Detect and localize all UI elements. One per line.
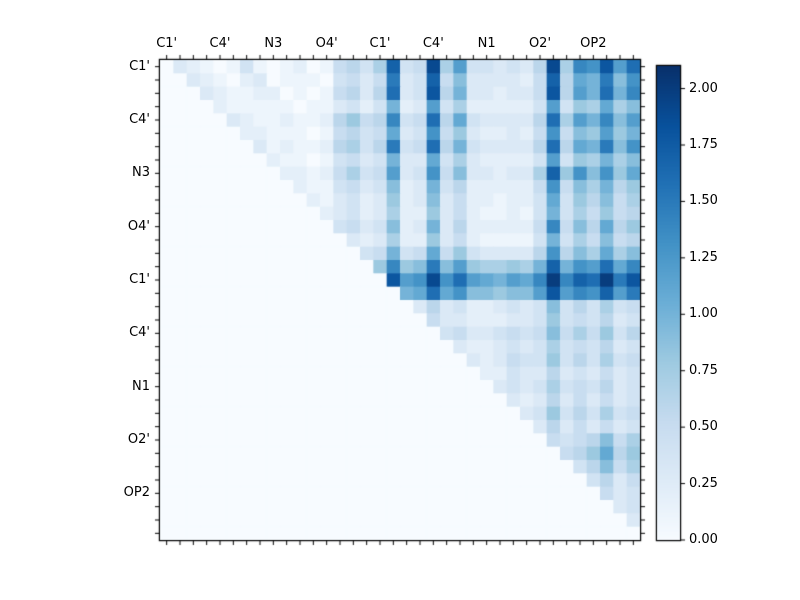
y-tick-label-6: N1 — [132, 378, 150, 394]
colorbar-tick-label-5: 1.25 — [689, 249, 718, 265]
y-tick-label-4: C1' — [129, 272, 150, 287]
y-tick-label-3: O4' — [127, 218, 150, 234]
colorbar-tick-label-4: 1.00 — [689, 306, 718, 322]
x-tick-label-4: C1' — [369, 36, 391, 51]
y-tick-label-1: C4' — [129, 112, 150, 127]
y-tick-label-5: C4' — [129, 325, 150, 341]
colorbar-tick-label-7: 1.75 — [689, 137, 718, 152]
x-tick-label-6: N1 — [477, 36, 496, 51]
y-tick-label-8: OP2 — [123, 485, 150, 501]
y-tick-label-7: O2' — [127, 432, 150, 447]
x-tick-label-1: C4' — [209, 36, 231, 51]
x-tick-label-0: C1' — [156, 36, 178, 51]
colorbar-tick-label-2: 0.50 — [689, 419, 718, 435]
x-tick-label-3: O4' — [315, 36, 338, 51]
x-tick-label-5: C4' — [422, 36, 444, 51]
colorbar-tick-label-8: 2.00 — [689, 80, 718, 96]
x-tick-label-7: O2' — [528, 36, 552, 51]
colorbar-tick-label-3: 0.75 — [689, 362, 718, 378]
y-tick-label-2: N3 — [132, 165, 150, 181]
colorbar-tick-label-1: 0.25 — [689, 475, 718, 491]
colorbar-tick-label-6: 1.50 — [689, 193, 718, 209]
colorbar-tick-label-0: 0.00 — [689, 532, 718, 547]
y-tick-label-0: C1' — [129, 58, 150, 74]
x-tick-label-8: OP2 — [580, 36, 607, 51]
x-tick-label-2: N3 — [264, 36, 283, 51]
